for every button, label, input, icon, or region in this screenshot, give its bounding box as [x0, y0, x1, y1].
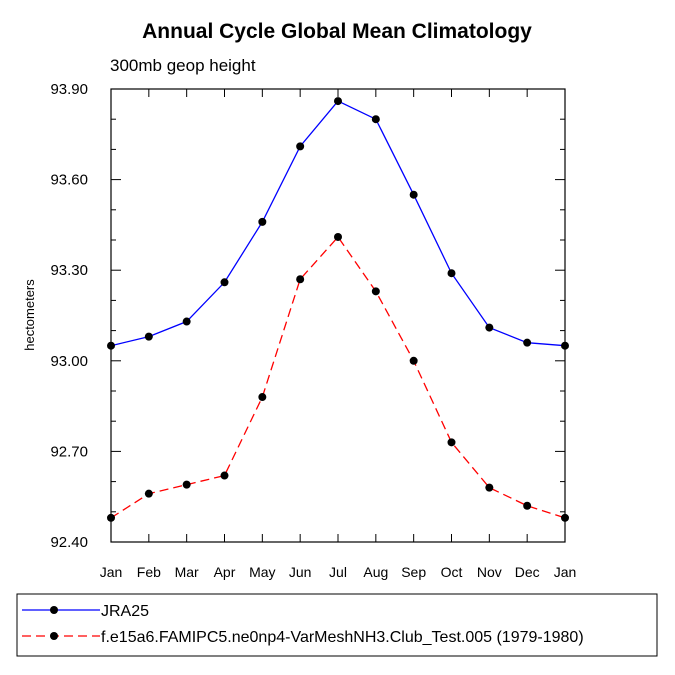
data-point	[258, 217, 267, 226]
legend: JRA25 f.e15a6.FAMIPC5.ne0np4-VarMeshNH3.C…	[16, 593, 658, 657]
data-point	[409, 356, 418, 365]
x-tick-label: Mar	[175, 564, 199, 580]
y-axis-label: hectometers	[22, 279, 37, 351]
data-point	[371, 115, 380, 124]
data-point	[220, 471, 229, 480]
y-tick-label: 93.00	[50, 353, 88, 370]
data-point	[334, 97, 342, 106]
data-point	[182, 480, 191, 489]
x-tick-label: Aug	[363, 564, 388, 580]
data-point	[371, 287, 380, 296]
x-tick-label: Feb	[137, 564, 161, 580]
chart-subtitle: 300mb geop height	[110, 56, 256, 75]
x-tick-label: Jan	[554, 564, 577, 580]
x-tick-label: Jul	[329, 564, 347, 580]
y-tick-label: 92.70	[50, 443, 88, 460]
data-point	[447, 269, 456, 278]
data-point	[523, 338, 532, 347]
legend-marker	[50, 632, 58, 640]
axis-ticks: Jan Feb Mar Apr May Jun Jul Aug Sep Oct Nov Dec Jan 9…	[50, 81, 576, 580]
data-point	[296, 142, 305, 151]
data-point	[561, 513, 569, 522]
data-point	[258, 393, 267, 402]
y-tick-label: 93.60	[50, 172, 88, 189]
legend-label-1: JRA25	[101, 603, 149, 620]
y-tick-label: 93.90	[50, 81, 88, 98]
data-point	[144, 332, 153, 341]
plot-frame	[110, 88, 566, 543]
x-tick-label: Oct	[441, 564, 463, 580]
data-point	[485, 483, 494, 492]
series-line-2	[110, 235, 566, 519]
data-point	[182, 317, 191, 326]
x-tick-label: Jan	[100, 564, 123, 580]
data-point	[561, 341, 569, 350]
data-point	[107, 341, 115, 350]
data-point	[334, 232, 342, 241]
legend-box	[16, 593, 658, 657]
x-tick-label: Nov	[477, 564, 502, 580]
data-point	[220, 278, 229, 287]
data-point	[107, 513, 115, 522]
data-point	[144, 489, 153, 498]
y-tick-label: 92.40	[50, 534, 88, 551]
data-point	[447, 438, 456, 447]
series-line-1	[110, 100, 566, 347]
x-tick-label: May	[249, 564, 275, 580]
data-point	[296, 275, 305, 284]
legend-marker	[50, 606, 58, 614]
x-tick-label: Dec	[515, 564, 540, 580]
x-tick-label: Sep	[401, 564, 426, 580]
series-lines	[107, 97, 569, 522]
legend-label-2: f.e15a6.FAMIPC5.ne0np4-VarMeshNH3.Club_T…	[101, 629, 584, 646]
x-tick-label: Apr	[214, 564, 236, 580]
x-tick-label: Jun	[289, 564, 312, 580]
data-point	[485, 323, 494, 332]
data-point	[409, 190, 418, 199]
y-tick-label: 93.30	[50, 262, 88, 279]
data-point	[523, 501, 532, 510]
chart-title: Annual Cycle Global Mean Climatology	[142, 20, 532, 43]
